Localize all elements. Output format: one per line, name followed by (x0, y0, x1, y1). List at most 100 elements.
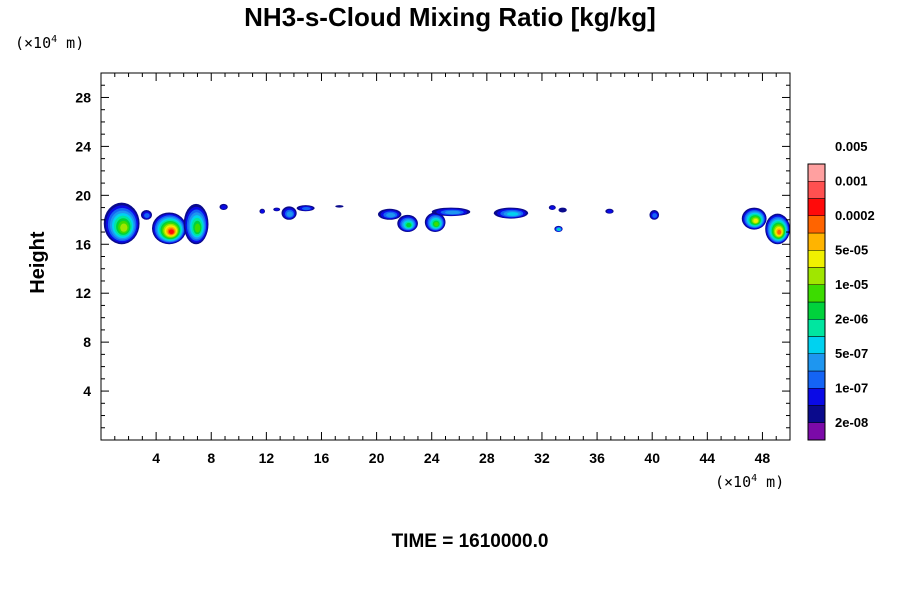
cloud-layer (103, 202, 791, 245)
colorbar-swatch (807, 250, 826, 268)
x-tick-label: 36 (589, 450, 605, 466)
cloud-patch (103, 202, 140, 245)
cloud-contour (286, 211, 293, 217)
x-tick-label: 28 (479, 450, 495, 466)
colorbar-swatch (807, 388, 826, 406)
cloud-patch (335, 205, 344, 208)
time-label: TIME = 1610000.0 (391, 531, 549, 552)
cloud-contour (301, 207, 311, 211)
x-tick-label: 12 (259, 450, 275, 466)
y-tick-label: 28 (75, 89, 91, 105)
cloud-patch (296, 205, 315, 212)
cloud-patch (151, 212, 187, 245)
cloud-patch (431, 207, 471, 217)
y-tick-label: 8 (83, 334, 91, 350)
x-tick-label: 24 (424, 450, 440, 466)
y-tick-label: 24 (75, 138, 91, 154)
cloud-contour (434, 221, 439, 227)
colorbar-swatch (807, 181, 826, 199)
y-tick-label: 4 (83, 383, 91, 399)
x-tick-label: 44 (700, 450, 716, 466)
cloud-patch (424, 212, 446, 233)
colorbar-label: 5e-07 (835, 346, 868, 361)
cloud-contour (406, 222, 412, 228)
cloud-patch (741, 207, 767, 230)
colorbar-swatch (807, 215, 826, 234)
cloud-contour (335, 205, 344, 208)
cloud-contour (221, 205, 227, 210)
colorbar-label: 5e-05 (835, 242, 868, 257)
colorbar-label: 2e-08 (835, 415, 868, 430)
colorbar-label: 2e-06 (835, 311, 868, 326)
cloud-patch (493, 207, 529, 219)
x-tick-label: 20 (369, 450, 385, 466)
x-tick-label: 40 (644, 450, 660, 466)
y-axis-label: Height (27, 231, 49, 294)
cloud-contour (194, 223, 201, 233)
x-unit-base: (×10 (715, 473, 752, 491)
cloud-patch (273, 207, 281, 212)
cloud-contour (606, 209, 613, 214)
y-unit-exponent: 4 (51, 34, 58, 45)
cloud-patch (281, 206, 297, 220)
colorbar-frame (807, 163, 826, 441)
cloud-contour (144, 213, 150, 218)
x-tick-label: 32 (534, 450, 550, 466)
x-unit-tail: m) (757, 473, 785, 491)
cloud-contour (386, 212, 396, 218)
y-tick-label: 12 (75, 285, 91, 301)
colorbar-swatch (807, 422, 826, 441)
cloud-patch (605, 208, 614, 214)
cloud-contour (652, 213, 658, 218)
colorbar-swatch (807, 353, 826, 372)
colorbar-swatch (807, 336, 826, 354)
y-tick-label: 16 (75, 236, 91, 252)
colorbar-swatch (807, 163, 826, 182)
colorbar-swatch (807, 301, 826, 320)
cloud-contour (260, 209, 265, 214)
cloud-patch (397, 214, 418, 233)
colorbar-swatch (807, 405, 826, 423)
cloud-patch (140, 210, 152, 220)
cloud-patch (558, 207, 567, 213)
cloud-patch (649, 210, 660, 220)
cloud-contour (274, 208, 280, 211)
cloud-patch (377, 208, 402, 220)
y-axis-unit: (×104 m) (15, 34, 84, 52)
colorbar-swatch (807, 232, 826, 251)
cloud-contour (120, 223, 128, 232)
cloud-patch (259, 208, 265, 214)
cloud-patch (219, 203, 228, 211)
colorbar: 0.005 0.001 0.0002 5e-05 1e-05 2e-06 5e-07 1e-0… (807, 139, 875, 441)
y-unit-tail: m) (57, 34, 85, 52)
cloud-contour (557, 228, 561, 231)
cloud-patch (183, 203, 209, 245)
colorbar-swatch (807, 319, 826, 337)
cloud-contour (753, 218, 758, 223)
colorbar-swatch (807, 267, 826, 285)
chart-title: NH3-s-Cloud Mixing Ratio [kg/kg] (244, 2, 656, 32)
colorbar-swatch (807, 198, 826, 216)
colorbar-label: 1e-07 (835, 380, 868, 395)
x-axis-unit: (×104 m) (715, 473, 784, 491)
x-tick-label: 4 (152, 450, 160, 466)
plot-area (100, 72, 791, 441)
cloud-patch (548, 205, 556, 211)
x-tick-label: 48 (755, 450, 771, 466)
x-tick-label: 8 (207, 450, 215, 466)
y-unit-base: (×10 (15, 34, 52, 52)
cloud-patch (554, 225, 563, 233)
cloud-contour (777, 229, 782, 235)
cloud-contour (558, 207, 567, 213)
colorbar-label: 0.005 (835, 139, 868, 154)
cloud-patch (765, 213, 791, 245)
cloud-contour (550, 206, 555, 210)
x-unit-exponent: 4 (751, 473, 758, 484)
colorbar-swatch (807, 370, 826, 389)
x-tick-label: 16 (314, 450, 330, 466)
colorbar-swatch (807, 284, 826, 303)
colorbar-label: 0.0002 (835, 208, 875, 223)
cloud-contour (506, 212, 519, 216)
